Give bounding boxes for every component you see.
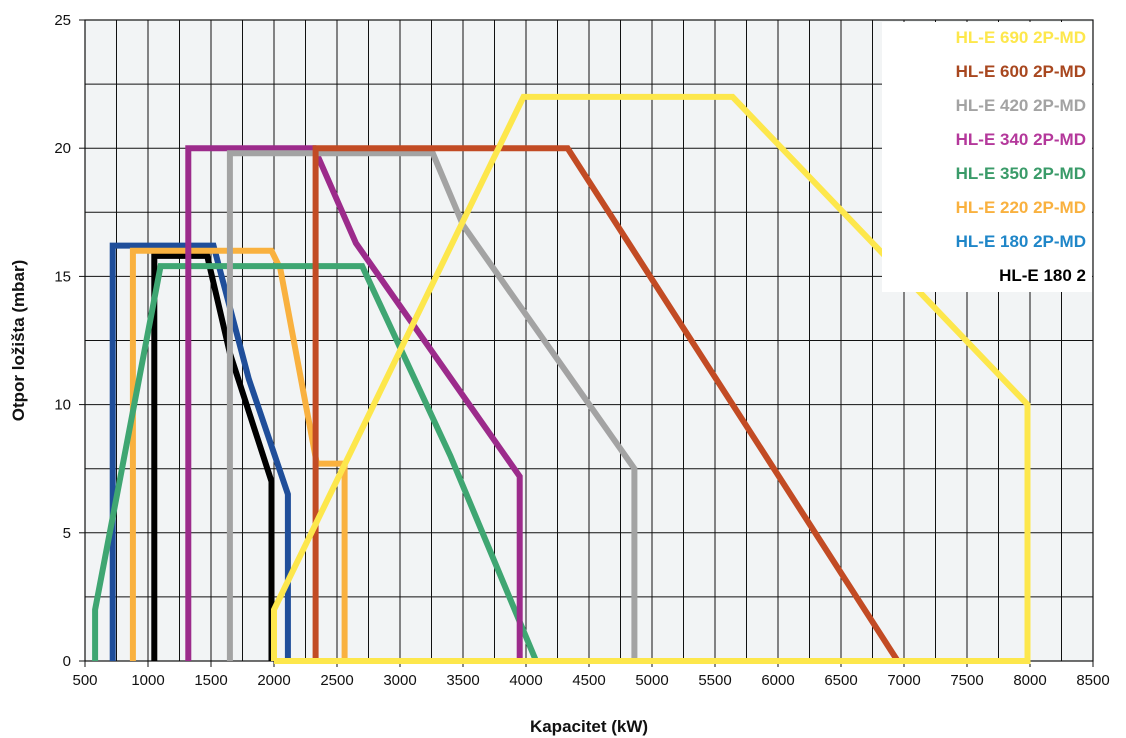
x-axis-title: Kapacitet (kW): [530, 717, 648, 736]
y-tick-label: 20: [54, 140, 71, 157]
legend-box: [882, 22, 1092, 292]
x-tick-label: 5500: [698, 672, 731, 689]
series-line-hl-e-180-2: [151, 252, 275, 661]
x-tick-label: 8000: [1013, 672, 1046, 689]
x-tick-label: 6000: [761, 672, 794, 689]
axes: 500 1000 1500 2000 2500 3000 3500 4000 4500 5000 5…: [54, 12, 1109, 689]
x-tick-label: 5000: [635, 672, 668, 689]
series-line-hl-e-350-2p-md: [92, 263, 539, 663]
series-line-hl-e-420-2p-md: [226, 150, 638, 661]
x-tick-label: 3500: [446, 672, 479, 689]
series-line-hl-e-340-2p-md: [185, 145, 523, 661]
y-tick-label: 15: [54, 268, 71, 285]
legend-entry: HL-E 180 2: [999, 266, 1086, 285]
y-tick-label: 5: [63, 525, 71, 542]
legend-entry: HL-E 220 2P-MD: [956, 198, 1086, 217]
series-line-hl-e-600-2p-md: [312, 145, 901, 663]
y-tick-label: 0: [63, 653, 71, 670]
legend-entry: HL-E 180 2P-MD: [956, 232, 1086, 251]
series-line-hl-e-690-2p-md: [271, 93, 1031, 664]
x-tick-label: 500: [72, 672, 97, 689]
x-tick-label: 7000: [887, 672, 920, 689]
legend-entry: HL-E 420 2P-MD: [956, 96, 1086, 115]
legend-entry: HL-E 690 2P-MD: [956, 28, 1086, 47]
x-tick-label: 4000: [509, 672, 542, 689]
x-tick-label: 1500: [194, 672, 227, 689]
legend-entry: HL-E 350 2P-MD: [956, 164, 1086, 183]
y-axis-title: Otpor ložišta (mbar): [9, 260, 28, 422]
legend-entry: HL-E 600 2P-MD: [956, 62, 1086, 81]
x-tick-label: 1000: [131, 672, 164, 689]
x-tick-label: 7500: [950, 672, 983, 689]
x-tick-label: 3000: [383, 672, 416, 689]
x-tick-label: 8500: [1076, 672, 1109, 689]
y-tick-label: 25: [54, 12, 71, 29]
x-tick-label: 6500: [824, 672, 857, 689]
y-tick-label: 10: [54, 397, 71, 414]
x-tick-label: 2500: [320, 672, 353, 689]
series-lines: [92, 93, 1031, 664]
legend-entry: HL-E 340 2P-MD: [956, 130, 1086, 149]
legend: HL-E 690 2P-MD HL-E 600 2P-MD HL-E 420 2P-…: [882, 22, 1092, 292]
x-tick-label: 4500: [572, 672, 605, 689]
x-tick-label: 2000: [257, 672, 290, 689]
